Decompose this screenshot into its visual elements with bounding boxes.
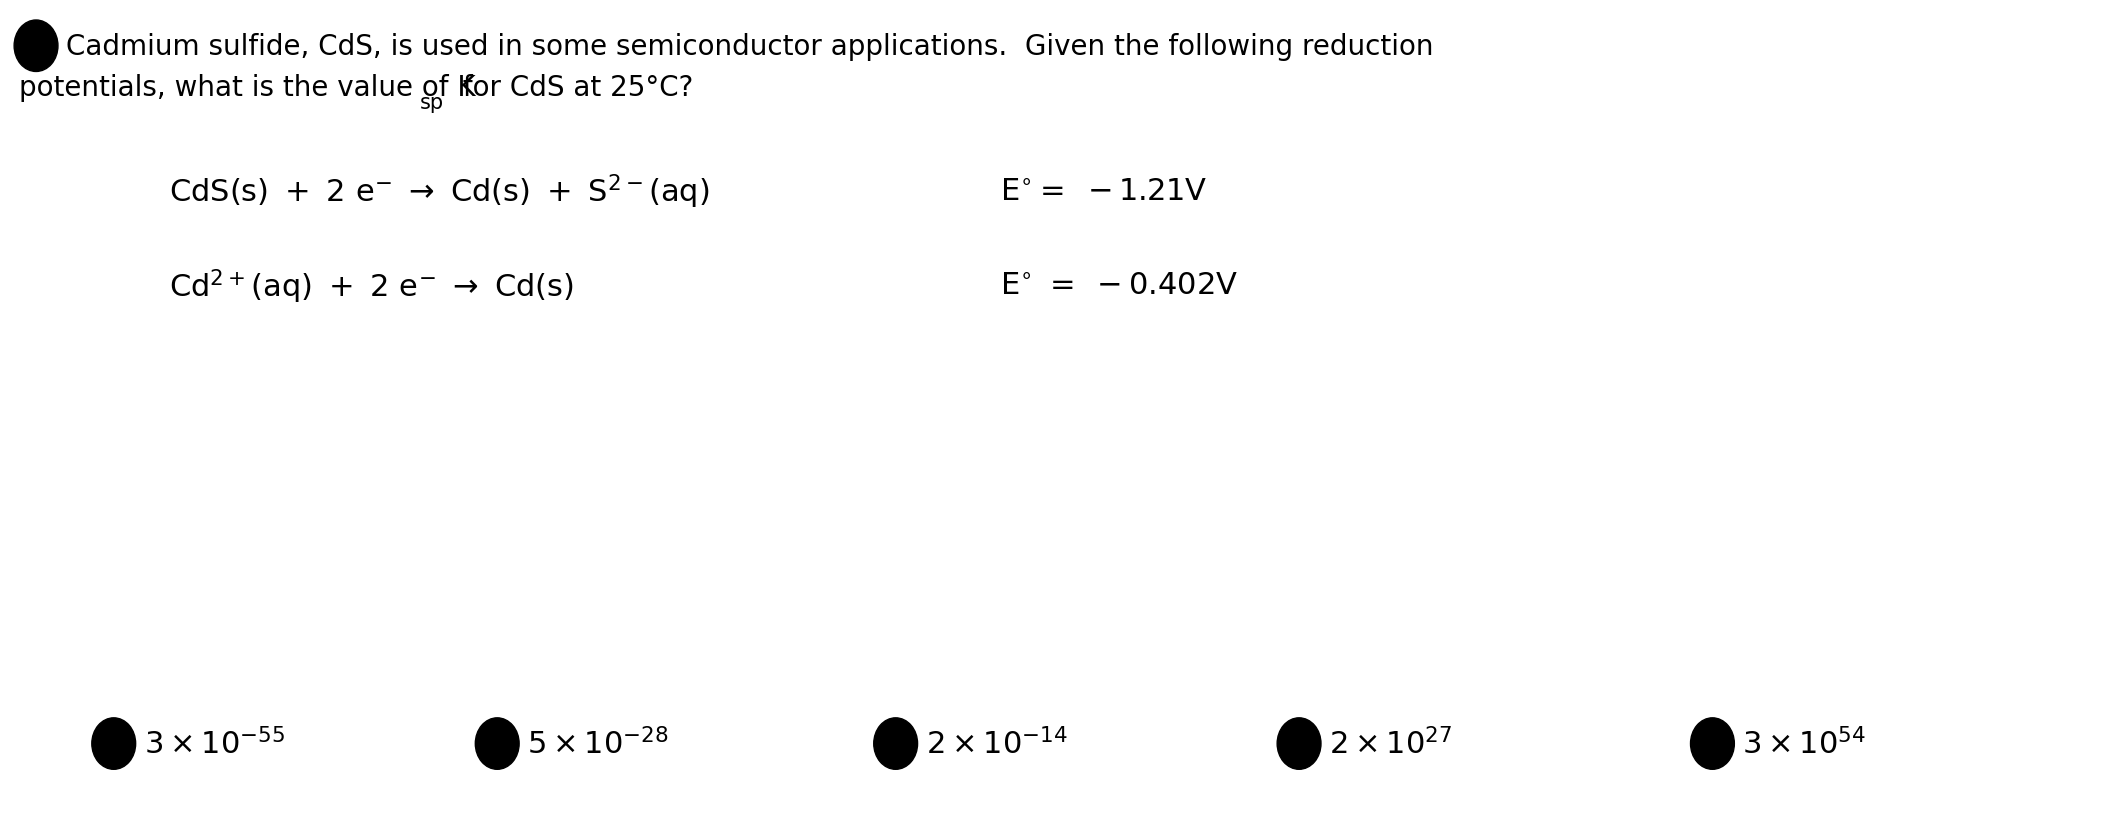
Text: $\mathregular{2 \times 10^{27}}$: $\mathregular{2 \times 10^{27}}$ (1330, 727, 1453, 760)
Ellipse shape (873, 718, 918, 769)
Text: $\mathregular{3 \times 10^{54}}$: $\mathregular{3 \times 10^{54}}$ (1742, 727, 1867, 760)
Ellipse shape (1691, 718, 1735, 769)
Text: $\mathregular{3 \times 10^{-55}}$: $\mathregular{3 \times 10^{-55}}$ (144, 727, 285, 760)
Text: $\mathregular{E^{\circ}\ =\ -0.402V}$: $\mathregular{E^{\circ}\ =\ -0.402V}$ (1000, 271, 1238, 301)
Text: $\mathregular{Cd^{2+}(aq)\ +\ 2\ e^{-}\ \rightarrow\ Cd(s)}$: $\mathregular{Cd^{2+}(aq)\ +\ 2\ e^{-}\ … (168, 267, 573, 305)
Text: Cadmium sulfide, CdS, is used in some semiconductor applications.  Given the fol: Cadmium sulfide, CdS, is used in some se… (66, 33, 1434, 61)
Ellipse shape (1277, 718, 1321, 769)
Text: $\mathregular{5 \times 10^{-28}}$: $\mathregular{5 \times 10^{-28}}$ (527, 727, 669, 760)
Ellipse shape (476, 718, 518, 769)
Text: $\mathregular{CdS(s)\ +\ 2\ e^{-}\ \rightarrow\ Cd(s)\ +\ S^{2-}(aq)}$: $\mathregular{CdS(s)\ +\ 2\ e^{-}\ \righ… (168, 173, 709, 211)
Ellipse shape (91, 718, 136, 769)
Text: $\mathregular{E^{\circ}=\ -1.21V}$: $\mathregular{E^{\circ}=\ -1.21V}$ (1000, 178, 1209, 206)
Ellipse shape (15, 21, 57, 72)
Text: potentials, what is the value of K: potentials, what is the value of K (19, 75, 476, 102)
Text: sp: sp (421, 93, 444, 113)
Text: $\mathregular{2 \times 10^{-14}}$: $\mathregular{2 \times 10^{-14}}$ (926, 727, 1068, 760)
Text: for CdS at 25°C?: for CdS at 25°C? (455, 75, 695, 102)
